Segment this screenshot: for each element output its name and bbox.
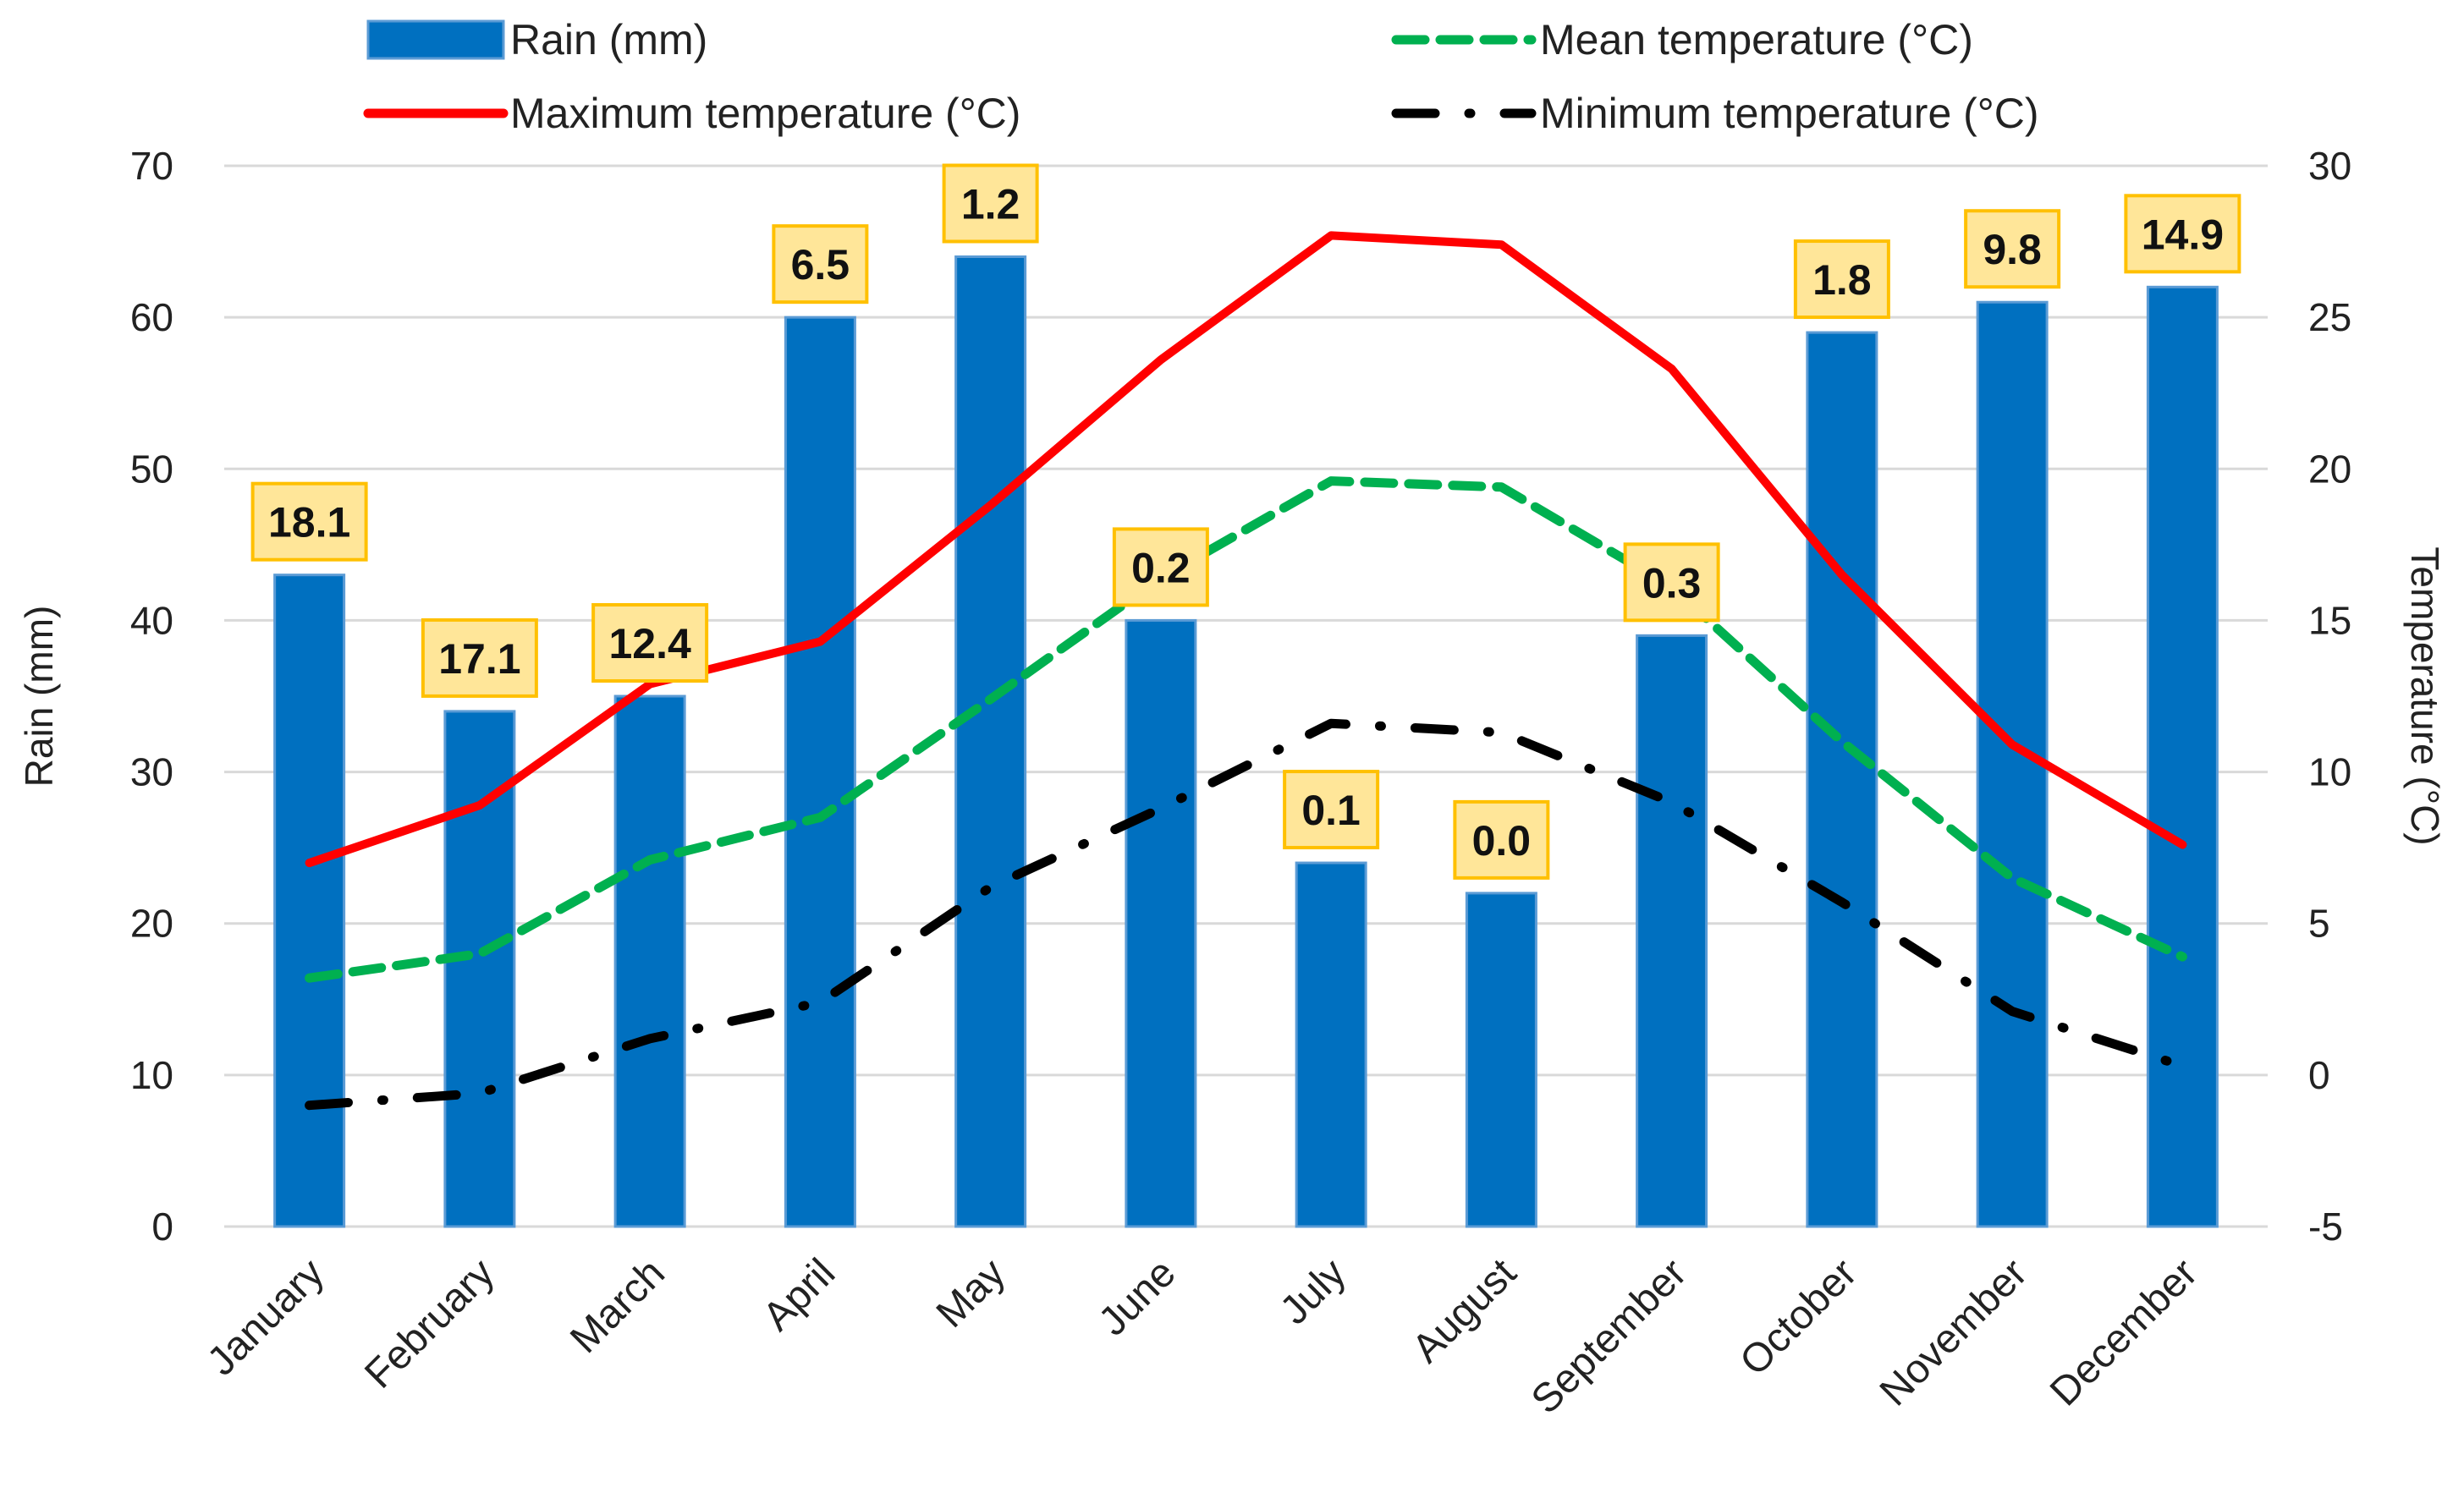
data-label-box xyxy=(1453,799,1550,880)
rain-bar xyxy=(443,710,516,1228)
x-category-label: September xyxy=(1523,1250,1696,1423)
data-label: 0.0 xyxy=(1472,817,1532,865)
data-label-box xyxy=(1623,542,1720,623)
data-label: 0.3 xyxy=(1642,559,1702,607)
y-tick-label-right: 25 xyxy=(2308,295,2351,339)
data-label: 0.1 xyxy=(1301,787,1361,834)
x-category-label: February xyxy=(356,1250,503,1397)
x-category-label: May xyxy=(928,1250,1015,1337)
data-label-box xyxy=(250,481,368,562)
rain-bar xyxy=(1636,634,1708,1228)
legend-label: Maximum temperature (°C) xyxy=(510,90,1020,137)
data-label: 9.8 xyxy=(1983,226,2042,273)
legend-label: Minimum temperature (°C) xyxy=(1540,90,2039,137)
data-label-box xyxy=(772,224,869,305)
rain-bar xyxy=(1976,300,2049,1228)
legend-label: Rain (mm) xyxy=(510,16,707,63)
data-label-box xyxy=(1793,239,1890,320)
data-label-box xyxy=(1964,209,2061,289)
data-label-box xyxy=(1112,527,1209,607)
data-label: 6.5 xyxy=(791,241,850,288)
x-category-label: January xyxy=(199,1250,333,1384)
x-category-label: August xyxy=(1404,1250,1525,1371)
rain-bar xyxy=(1125,618,1197,1228)
y-tick-label-left: 50 xyxy=(130,447,173,491)
y-tick-label-right: 0 xyxy=(2308,1053,2330,1097)
y-tick-label-right: 15 xyxy=(2308,598,2351,642)
x-category-label: October xyxy=(1731,1250,1865,1384)
rain-bar xyxy=(273,574,346,1228)
max-temp-line xyxy=(305,231,2187,868)
y-tick-label-left: 10 xyxy=(130,1053,173,1097)
x-category-label: December xyxy=(2042,1250,2206,1414)
y-axis-title-left: Rain (mm) xyxy=(17,606,61,788)
data-label: 12.4 xyxy=(608,620,691,667)
y-tick-label-right: 10 xyxy=(2308,750,2351,794)
data-label: 1.2 xyxy=(961,180,1020,228)
y-axis-title-right: Temperature (°C) xyxy=(2403,546,2447,845)
y-tick-label-right: 20 xyxy=(2308,447,2351,491)
rain-bar xyxy=(1465,892,1537,1228)
data-label: 14.9 xyxy=(2142,211,2224,258)
y-tick-label-left: 30 xyxy=(130,750,173,794)
min-temp-line xyxy=(305,718,2187,1111)
legend-label: Mean temperature (°C) xyxy=(1540,16,1973,63)
y-tick-label-left: 70 xyxy=(130,144,173,188)
data-label: 1.8 xyxy=(1812,256,1872,304)
rain-bar xyxy=(1295,861,1367,1228)
legend-swatch-rain xyxy=(366,19,505,60)
y-tick-label-right: -5 xyxy=(2308,1205,2343,1249)
rain-bar xyxy=(613,694,686,1228)
data-label-box xyxy=(942,163,1039,244)
x-category-label: June xyxy=(1091,1250,1185,1344)
rain-bar xyxy=(784,316,856,1228)
rain-bar xyxy=(1806,331,1878,1228)
data-label: 17.1 xyxy=(438,635,520,683)
y-tick-label-left: 20 xyxy=(130,902,173,946)
y-tick-label-left: 40 xyxy=(130,598,173,642)
y-tick-label-left: 0 xyxy=(151,1205,173,1249)
data-label-box xyxy=(591,603,709,683)
x-category-label: July xyxy=(1272,1250,1355,1333)
data-label: 18.1 xyxy=(268,499,350,546)
x-category-label: November xyxy=(1872,1250,2036,1414)
y-tick-label-left: 60 xyxy=(130,295,173,339)
data-label-box xyxy=(2124,194,2241,274)
x-category-label: April xyxy=(755,1250,844,1339)
rain-bar xyxy=(954,255,1027,1228)
x-category-label: March xyxy=(562,1250,674,1362)
data-label-box xyxy=(1283,770,1380,850)
rain-bar xyxy=(2146,285,2219,1228)
data-label-box xyxy=(421,618,538,698)
data-label: 0.2 xyxy=(1131,544,1191,591)
y-tick-label-right: 30 xyxy=(2308,144,2351,188)
mean-temp-line xyxy=(305,476,2187,983)
y-tick-label-right: 5 xyxy=(2308,902,2330,946)
